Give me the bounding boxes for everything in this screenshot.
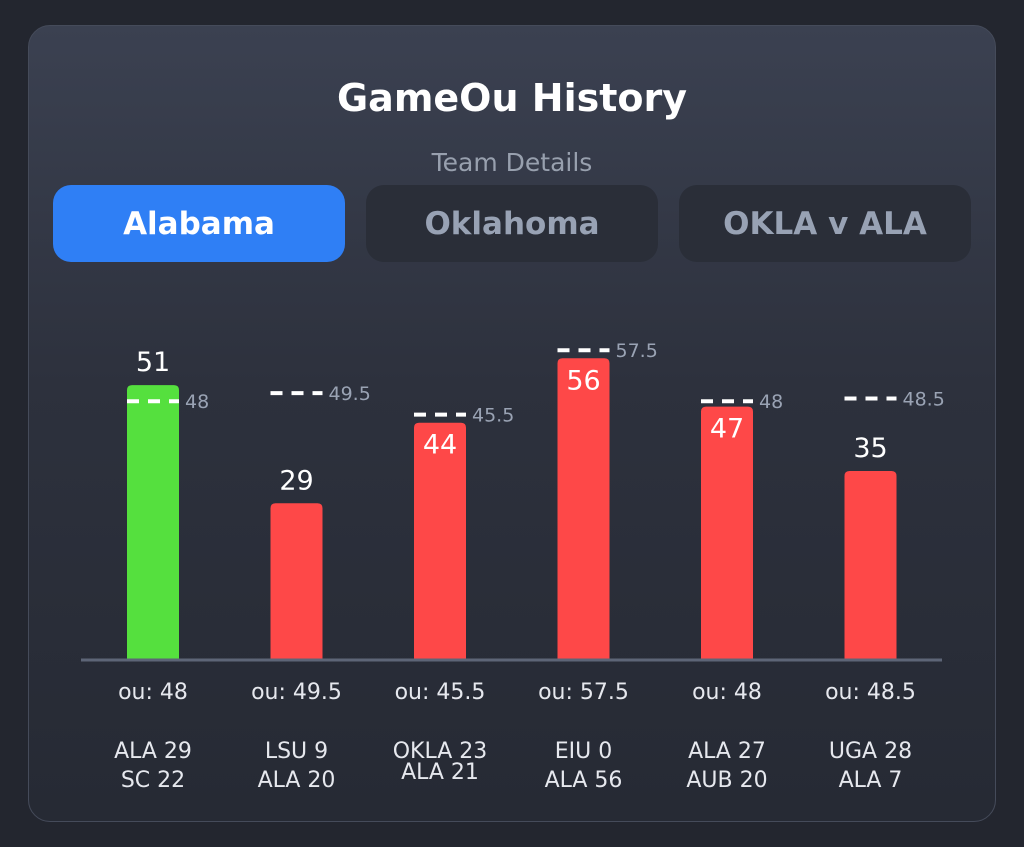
- bar: [701, 406, 753, 659]
- bar-value-label: 56: [566, 365, 600, 396]
- tab-oklahoma[interactable]: Oklahoma: [366, 185, 658, 262]
- score-label-line1: UGA 28: [829, 739, 912, 764]
- tab-okla-v-ala[interactable]: OKLA v ALA: [679, 185, 971, 262]
- bar: [127, 385, 179, 659]
- page-subtitle: Team Details: [431, 148, 593, 177]
- ou-line-label: 45.5: [472, 405, 514, 427]
- score-label-line2: ALA 7: [839, 768, 903, 793]
- score-label-line2: AUB 20: [686, 768, 767, 793]
- bar-value-label: 29: [279, 465, 313, 496]
- score-label-line2: SC 22: [121, 768, 185, 793]
- score-label-line2: ALA 20: [258, 768, 336, 793]
- bar: [844, 471, 897, 659]
- score-label-line1: LSU 9: [265, 739, 328, 764]
- score-label-line1: ALA 27: [688, 739, 766, 764]
- score-label-line1: ALA 29: [114, 739, 192, 764]
- history-card: GameOu History Team Details: [28, 25, 996, 822]
- ou-tick-label: ou: 45.5: [395, 680, 486, 705]
- tab-alabama[interactable]: Alabama: [53, 185, 345, 262]
- ou-line-label: 48: [759, 391, 783, 413]
- ou-tick-label: ou: 49.5: [251, 680, 342, 705]
- bar-value-label: 44: [423, 430, 457, 461]
- bar-value-label: 47: [710, 414, 744, 445]
- score-label-line1: EIU 0: [555, 739, 612, 764]
- page-title: GameOu History: [336, 76, 687, 120]
- ou-line-label: 57.5: [616, 340, 658, 362]
- bar: [414, 422, 466, 659]
- bar-value-label: 35: [853, 433, 887, 464]
- ou-line-label: 48.5: [903, 389, 945, 411]
- score-label-line2: ALA 56: [545, 768, 623, 793]
- ou-tick-label: ou: 48: [692, 680, 762, 705]
- ou-line-label: 48: [185, 391, 209, 413]
- ou-tick-label: ou: 48: [118, 680, 188, 705]
- ou-tick-label: ou: 48.5: [825, 680, 916, 705]
- bar-value-label: 51: [136, 347, 170, 378]
- score-label-line1: OKLA 23: [393, 739, 488, 764]
- ou-line-label: 49.5: [329, 383, 371, 405]
- score-label-line2: ALA 21: [401, 760, 479, 785]
- bar: [270, 503, 323, 659]
- bar: [557, 358, 610, 659]
- ou-tick-label: ou: 57.5: [538, 680, 629, 705]
